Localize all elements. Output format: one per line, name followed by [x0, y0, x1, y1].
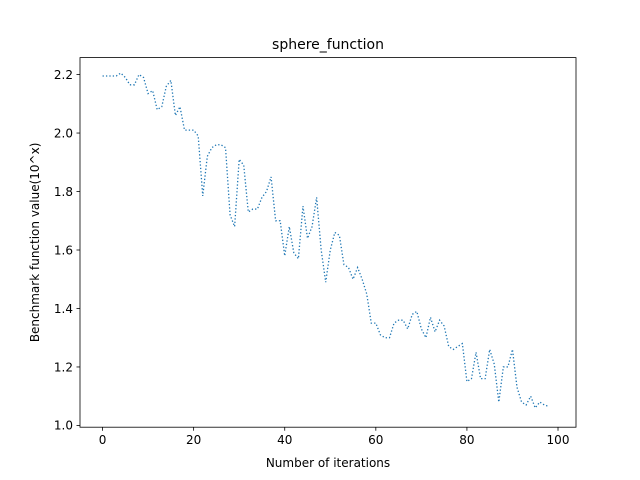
- y-axis: 1.0 1.2 1.4 1.6 1.8 2.0 2.2: [54, 68, 80, 433]
- x-tick-label: 80: [459, 433, 474, 447]
- plot-frame: [79, 57, 577, 428]
- series-line: [102, 72, 550, 410]
- plot-area: [80, 57, 576, 428]
- y-axis-label: Benchmark function value(10^x): [28, 143, 42, 343]
- x-tick-label: 0: [99, 433, 107, 447]
- x-tick-label: 100: [547, 433, 570, 447]
- chart-title: sphere_function: [272, 37, 384, 53]
- y-tick-label: 1.4: [54, 302, 73, 316]
- series-layer: [102, 72, 550, 410]
- y-tick-label: 1.0: [54, 419, 73, 433]
- x-axis-label: Number of iterations: [266, 456, 390, 470]
- x-tick-label: 60: [368, 433, 383, 447]
- y-tick-label: 1.8: [54, 185, 73, 199]
- x-tick-label: 40: [277, 433, 292, 447]
- y-tick-label: 1.2: [54, 360, 73, 374]
- y-tick-label: 2.2: [54, 68, 73, 82]
- x-axis: 0 20 40 60 80 100: [99, 427, 570, 447]
- y-tick-label: 2.0: [54, 126, 73, 140]
- x-tick-label: 20: [186, 433, 201, 447]
- y-tick-label: 1.6: [54, 243, 73, 257]
